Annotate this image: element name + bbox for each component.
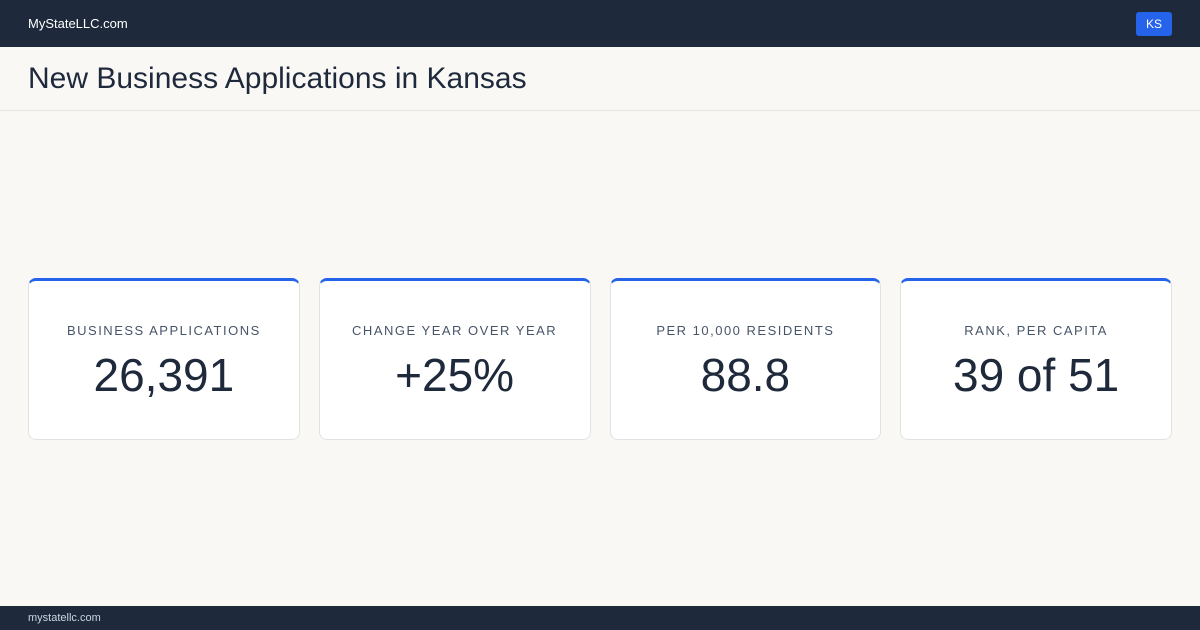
stat-value: 88.8: [700, 349, 791, 401]
stat-card: CHANGE YEAR OVER YEAR +25%: [318, 278, 591, 440]
footer-link[interactable]: mystatellc.com: [28, 612, 101, 624]
stat-card: RANK, PER CAPITA 39 of 51: [900, 278, 1172, 440]
stat-label: CHANGE YEAR OVER YEAR: [352, 323, 558, 338]
stat-card: PER 10,000 RESIDENTS 88.8: [609, 278, 882, 440]
site-name[interactable]: MyStateLLC.com: [28, 16, 128, 31]
footer: mystatellc.com: [0, 606, 1200, 630]
state-badge[interactable]: KS: [1135, 11, 1172, 36]
stat-card: BUSINESS APPLICATIONS 26,391: [28, 278, 300, 440]
top-bar: MyStateLLC.com KS: [0, 0, 1200, 47]
stat-value: 39 of 51: [952, 349, 1120, 401]
stat-label: RANK, PER CAPITA: [964, 323, 1108, 338]
card-row: BUSINESS APPLICATIONS 26,391 CHANGE YEAR O…: [28, 278, 1172, 440]
title-bar: New Business Applications in Kansas: [0, 47, 1200, 111]
stat-label: BUSINESS APPLICATIONS: [66, 323, 261, 338]
stat-label: PER 10,000 RESIDENTS: [656, 323, 835, 338]
page-title: New Business Applications in Kansas: [28, 61, 527, 95]
stat-value: 26,391: [93, 349, 235, 401]
stat-value: +25%: [395, 349, 515, 401]
